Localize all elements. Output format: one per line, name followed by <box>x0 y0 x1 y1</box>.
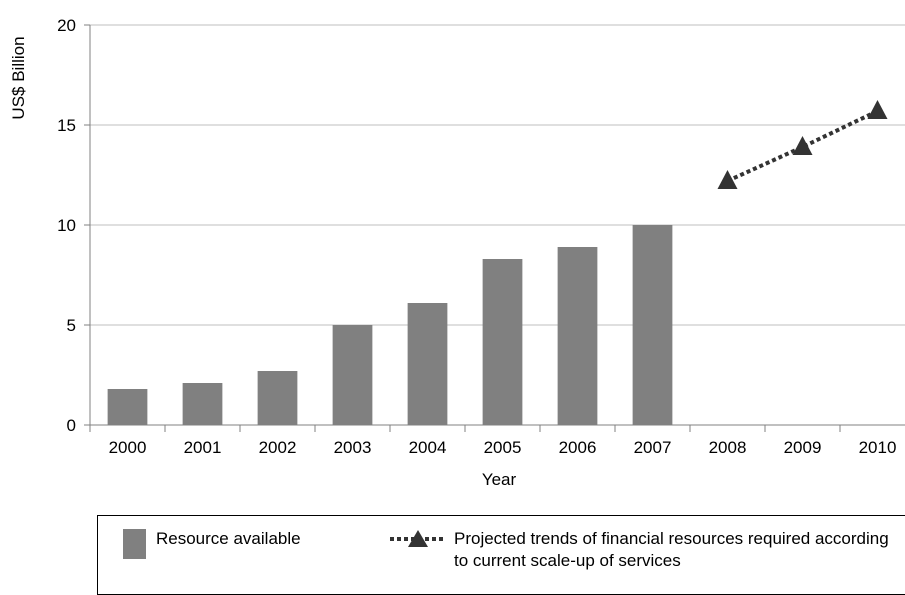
legend-label-resource: Resource available <box>156 529 301 548</box>
y-tick-label: 5 <box>67 316 76 335</box>
x-tick-label: 2004 <box>409 438 447 457</box>
y-tick-label: 20 <box>57 16 76 35</box>
x-tick-label: 2001 <box>184 438 222 457</box>
x-tick-label: 2010 <box>859 438 897 457</box>
y-tick-label: 10 <box>57 216 76 235</box>
bar-2005 <box>482 259 523 425</box>
legend-swatch-resource <box>123 529 146 559</box>
projection-marker <box>792 136 813 155</box>
projection-marker <box>867 100 888 119</box>
bar-2004 <box>407 303 448 425</box>
axes <box>84 24 905 432</box>
x-tick-label: 2005 <box>484 438 522 457</box>
x-tick-label: 2009 <box>784 438 822 457</box>
bar-2001 <box>182 383 223 425</box>
x-tick-label: 2000 <box>109 438 147 457</box>
x-tick-label: 2002 <box>259 438 297 457</box>
bar-2006 <box>557 247 598 425</box>
legend: Resource available Projected trends of f… <box>97 515 905 595</box>
y-axis-label: US$ Billion <box>9 36 28 119</box>
projection-series <box>717 100 888 189</box>
x-axis-label: Year <box>482 470 517 489</box>
bar-2003 <box>332 325 373 425</box>
bar-2002 <box>257 371 298 425</box>
chart: 0 5 10 15 20 2000 2001 2002 2003 2004 2005 2006 2007… <box>9 16 905 489</box>
y-tick-label: 15 <box>57 116 76 135</box>
x-tick-label: 2007 <box>634 438 672 457</box>
x-tick-label: 2003 <box>334 438 372 457</box>
bar-2000 <box>107 389 148 425</box>
y-tick-label: 0 <box>67 416 76 435</box>
projection-marker <box>717 170 738 189</box>
x-tick-label: 2006 <box>559 438 597 457</box>
legend-label-projection: Projected trends of financial resources … <box>454 529 889 570</box>
bars <box>107 225 673 425</box>
bar-2007 <box>632 225 673 425</box>
x-tick-label: 2008 <box>709 438 747 457</box>
legend-swatch-projection <box>390 530 446 547</box>
tick-labels: 0 5 10 15 20 2000 2001 2002 2003 2004 2005 2006 2007… <box>57 16 896 457</box>
